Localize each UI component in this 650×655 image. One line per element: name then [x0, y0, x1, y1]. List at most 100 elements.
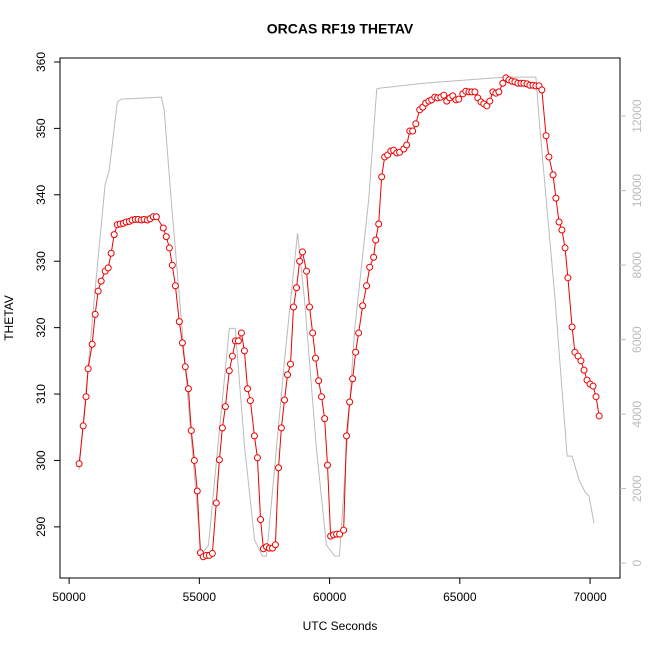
data-point [409, 127, 417, 135]
data-point [352, 348, 360, 356]
data-point [104, 264, 112, 272]
data-point [321, 415, 329, 423]
x-tick-label: 70000 [573, 590, 607, 604]
y2-tick-label: 4000 [630, 400, 644, 427]
data-point [375, 220, 383, 228]
data-point [82, 393, 90, 401]
data-point [181, 363, 189, 371]
x-tick-label: 60000 [313, 590, 347, 604]
data-point [94, 287, 102, 295]
data-point [175, 318, 183, 326]
y-axis-label: THETAV [2, 295, 16, 341]
y2-tick-label: 0 [630, 559, 644, 566]
data-point [542, 132, 550, 140]
data-point [287, 360, 295, 368]
data-point [315, 377, 323, 385]
y2-tick-label: 6000 [630, 326, 644, 353]
data-point [215, 456, 223, 464]
data-point [495, 88, 503, 96]
data-point [545, 153, 553, 161]
data-point [455, 95, 463, 103]
data-point [323, 461, 331, 469]
data-point [253, 454, 261, 462]
data-point [359, 302, 367, 310]
data-point [237, 329, 245, 337]
data-point [378, 173, 386, 181]
data-point [290, 303, 298, 311]
data-point [564, 274, 572, 282]
data-point [277, 424, 285, 432]
y-tick-label: 330 [34, 251, 48, 271]
data-point [271, 541, 279, 549]
data-point [366, 263, 374, 271]
data-point [303, 267, 311, 275]
data-point [471, 88, 479, 96]
data-point [110, 231, 118, 239]
data-point [336, 530, 344, 538]
y2-tick-label: 10000 [630, 174, 644, 208]
data-point [281, 396, 289, 404]
data-point [79, 422, 87, 430]
x-tick-label: 55000 [183, 590, 217, 604]
data-point [552, 194, 560, 202]
data-point [403, 141, 411, 149]
data-point [589, 382, 597, 390]
data-point [250, 432, 258, 440]
data-point [228, 352, 236, 360]
y-tick-label: 340 [34, 184, 48, 204]
data-point [440, 91, 448, 99]
y2-tick-label: 2000 [630, 475, 644, 502]
data-point [257, 516, 265, 524]
data-point [318, 393, 326, 401]
data-point [246, 397, 254, 405]
data-point [580, 366, 588, 374]
y2-tick-label: 8000 [630, 251, 644, 278]
y-tick-label: 320 [34, 317, 48, 337]
data-point [296, 257, 304, 265]
data-point [549, 171, 557, 179]
data-point [363, 282, 371, 290]
data-point [312, 354, 320, 362]
data-point [349, 375, 357, 383]
y-tick-label: 300 [34, 450, 48, 470]
series-line [78, 76, 595, 557]
data-point [306, 303, 314, 311]
data-point [168, 261, 176, 269]
data-point [538, 86, 546, 94]
data-point [240, 347, 248, 355]
data-point [298, 248, 306, 256]
data-point [370, 253, 378, 261]
data-point [97, 277, 105, 285]
data-point [343, 432, 351, 440]
x-axis-label: UTC Seconds [303, 619, 378, 633]
data-point [555, 218, 563, 226]
data-point [88, 340, 96, 348]
data-point [234, 337, 242, 345]
x-tick-label: 50000 [52, 590, 86, 604]
data-point [190, 456, 198, 464]
x-tick-label: 65000 [443, 590, 477, 604]
data-point [568, 323, 576, 331]
data-point [275, 464, 283, 472]
data-point [193, 487, 201, 495]
data-point [171, 282, 179, 290]
data-point [208, 549, 216, 557]
data-point [187, 427, 195, 435]
data-point [159, 224, 167, 232]
data-point [212, 499, 220, 507]
y-tick-label: 310 [34, 384, 48, 404]
data-point [577, 357, 585, 365]
data-point [340, 526, 348, 534]
y-tick-label: 290 [34, 517, 48, 537]
data-point [107, 249, 115, 257]
plot-frame [59, 57, 621, 579]
data-point [355, 329, 363, 337]
data-point [595, 412, 603, 420]
data-point [284, 371, 292, 379]
data-point [221, 403, 229, 411]
data-point [558, 226, 566, 234]
data-point [218, 424, 226, 432]
data-point [178, 339, 186, 347]
data-point [162, 233, 170, 241]
